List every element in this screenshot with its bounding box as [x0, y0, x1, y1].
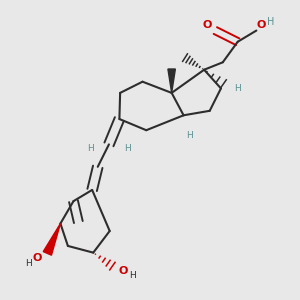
Text: O: O [118, 266, 128, 276]
Text: H: H [25, 259, 32, 268]
Text: O: O [256, 20, 266, 30]
Polygon shape [43, 224, 60, 255]
Text: H: H [87, 144, 94, 153]
Text: H: H [267, 16, 274, 27]
Text: O: O [202, 20, 212, 30]
Text: H: H [124, 144, 131, 153]
Polygon shape [168, 69, 176, 93]
Text: H: H [129, 271, 136, 280]
Text: H: H [186, 130, 193, 140]
Text: O: O [33, 253, 42, 263]
Text: H: H [234, 84, 241, 93]
